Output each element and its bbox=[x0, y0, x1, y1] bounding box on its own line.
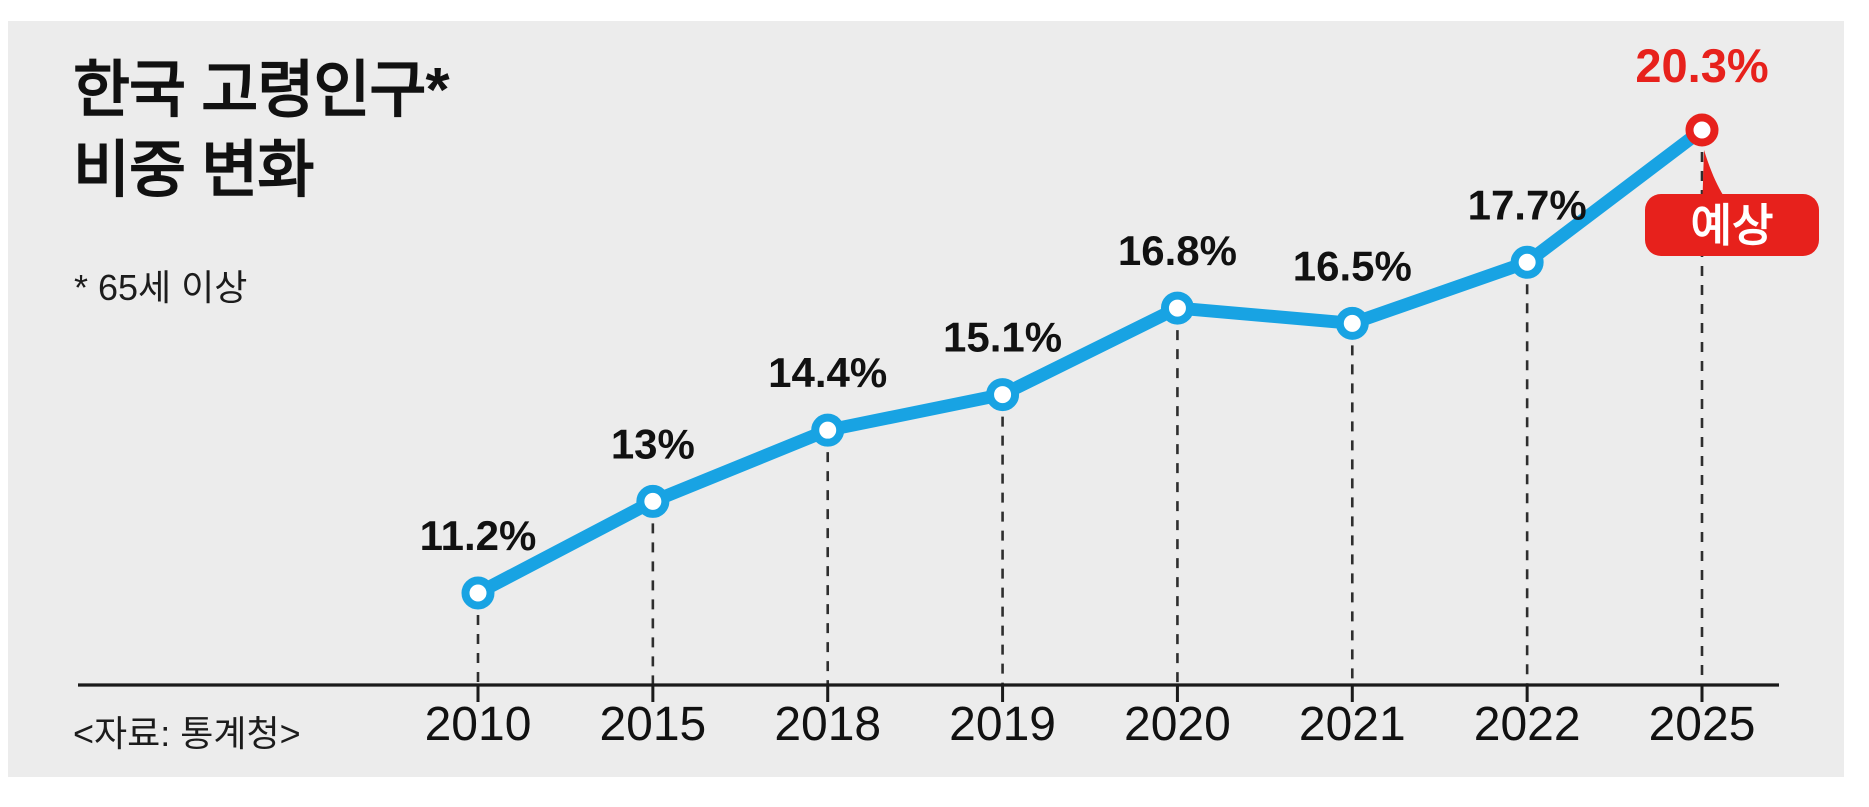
value-label: 14.4% bbox=[768, 349, 887, 396]
forecast-badge-label: 예상 bbox=[1691, 200, 1774, 251]
year-label: 2025 bbox=[1649, 698, 1756, 751]
forecast-badge bbox=[1645, 194, 1819, 256]
year-label: 2015 bbox=[599, 698, 706, 751]
source-credit: <자료: 통계청> bbox=[73, 713, 301, 754]
year-label: 2019 bbox=[949, 698, 1056, 751]
chart-title-line2: 비중 변화 bbox=[73, 136, 314, 205]
value-label: 20.3% bbox=[1635, 39, 1768, 92]
data-point bbox=[461, 576, 495, 610]
value-label: 11.2% bbox=[420, 512, 537, 559]
data-point bbox=[636, 484, 670, 518]
chart-title: 한국 고령인구* 비중 변화 bbox=[73, 51, 450, 211]
year-label: 2022 bbox=[1474, 698, 1581, 751]
year-label: 2010 bbox=[425, 698, 532, 751]
chart-title-line1: 한국 고령인구* bbox=[73, 56, 450, 125]
year-label: 2020 bbox=[1124, 698, 1231, 751]
data-point-forecast bbox=[1685, 113, 1719, 147]
data-point bbox=[1335, 306, 1369, 340]
value-label: 17.7% bbox=[1468, 181, 1587, 228]
data-line bbox=[471, 123, 1709, 600]
year-label: 2021 bbox=[1299, 698, 1406, 751]
data-point bbox=[1510, 245, 1544, 279]
data-point bbox=[986, 378, 1020, 412]
value-label: 16.8% bbox=[1118, 227, 1237, 274]
data-point bbox=[1160, 291, 1194, 325]
value-label: 15.1% bbox=[943, 314, 1062, 361]
year-label: 2018 bbox=[774, 698, 881, 751]
value-label: 16.5% bbox=[1293, 242, 1412, 289]
data-point bbox=[811, 413, 845, 447]
chart-panel: 한국 고령인구* 비중 변화 * 65세 이상 <자료: 통계청> bbox=[8, 21, 1844, 777]
chart-subtitle-note: * 65세 이상 bbox=[74, 267, 248, 308]
value-label: 13% bbox=[611, 420, 695, 467]
